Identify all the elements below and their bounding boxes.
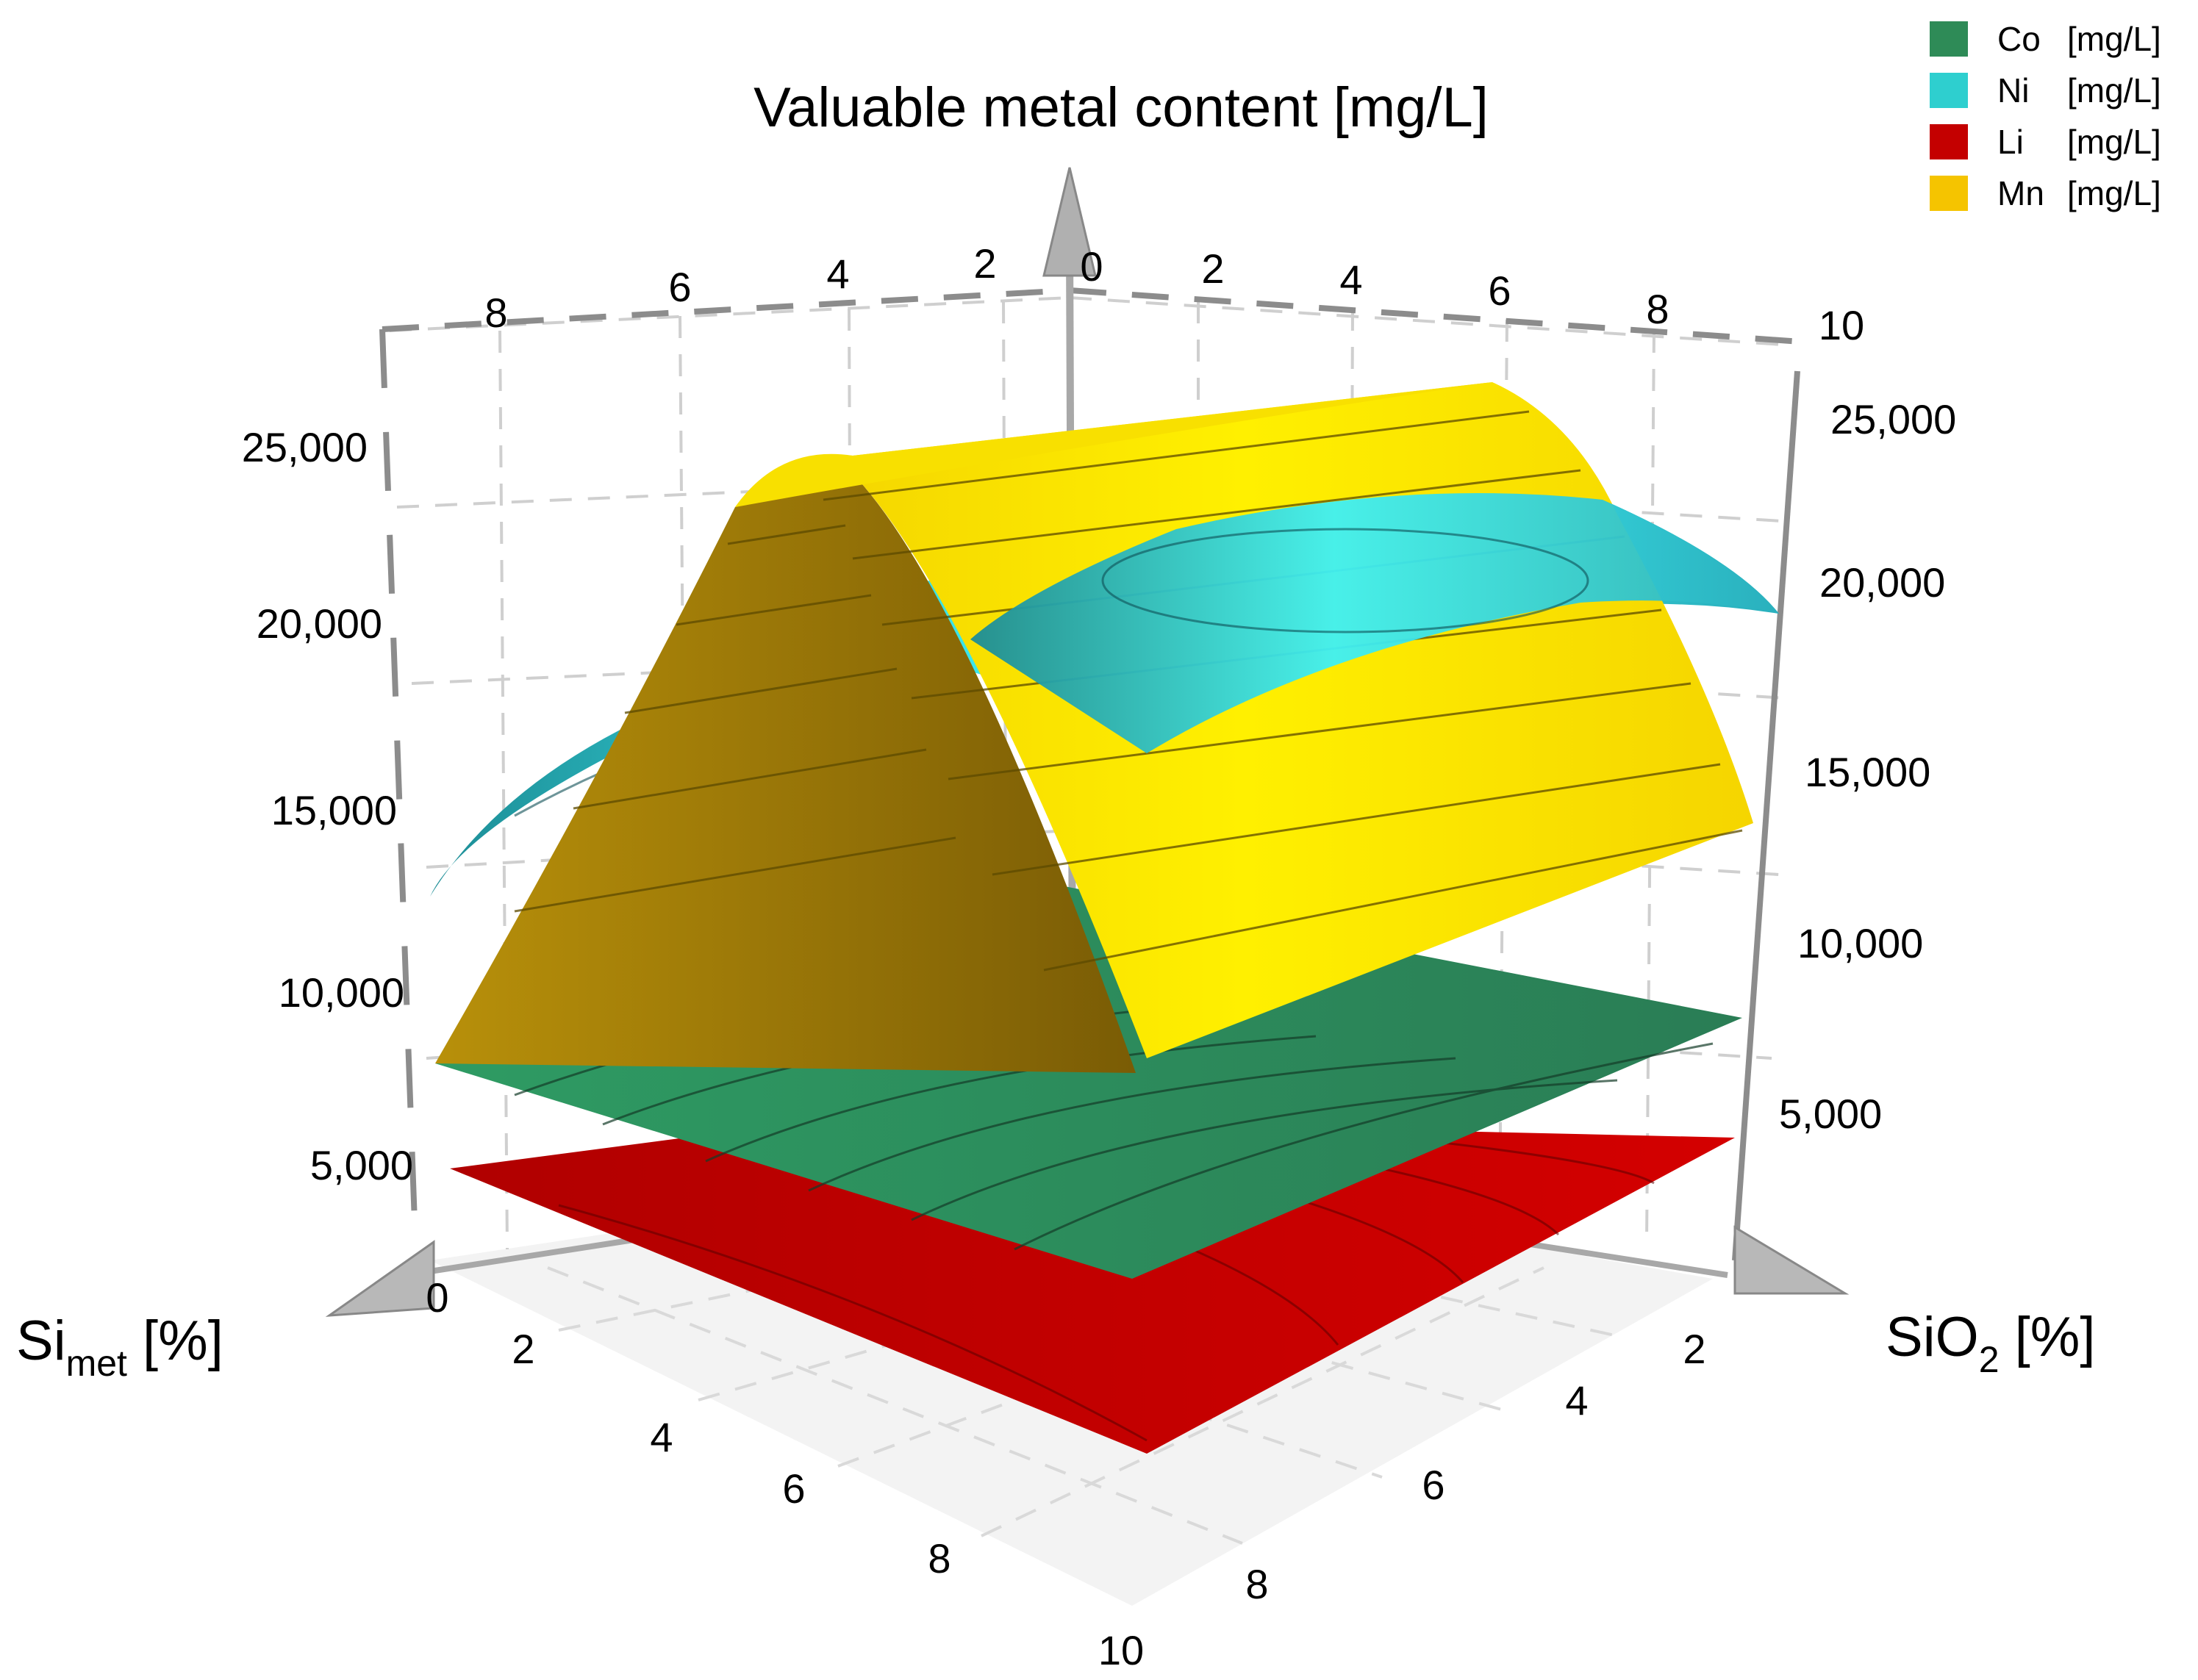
back-y-tick: 8 (1646, 286, 1669, 332)
legend-item-mn: Mn [mg/L] (1930, 168, 2161, 219)
legend-unit-ni: [mg/L] (2067, 71, 2161, 110)
z-tick-right: 10,000 (1797, 920, 1923, 966)
z-tick-left: 10,000 (279, 969, 404, 1016)
y-axis-label-unit: [%] (2000, 1306, 2096, 1368)
x-tick: 4 (650, 1414, 673, 1460)
z-tick-right: 5,000 (1779, 1091, 1882, 1137)
back-ticks: 8 6 4 2 0 2 4 6 8 10 (484, 240, 1864, 348)
x-axis-label-sub: met (66, 1343, 127, 1384)
z-tick-right: 25,000 (1830, 396, 1956, 442)
y-axis-label: SiO2 [%] (1886, 1306, 2095, 1380)
z-tick-left: 20,000 (257, 600, 382, 647)
x-tick: 0 (426, 1274, 448, 1321)
z-ticks-left: 25,000 20,000 15,000 10,000 5,000 (242, 424, 413, 1188)
y-tick: 4 (1565, 1377, 1588, 1424)
legend-item-ni: Ni [mg/L] (1930, 65, 2161, 116)
back-y-tick: 2 (1201, 245, 1224, 292)
legend-unit-co: [mg/L] (2067, 20, 2161, 58)
legend-item-li: Li [mg/L] (1930, 116, 2161, 168)
mn-surface (435, 382, 1779, 1073)
legend-label-li: Li (1997, 123, 2024, 161)
legend-label-ni: Ni (1997, 71, 2030, 110)
x-axis-label-main: Si (16, 1310, 66, 1372)
z-ticks-right: 25,000 20,000 15,000 10,000 5,000 (1779, 396, 1956, 1137)
back-y-tick: 6 (1488, 268, 1511, 314)
legend-unit-mn: [mg/L] (2067, 174, 2161, 212)
x-axis-label-unit: [%] (127, 1310, 223, 1372)
legend-label-mn: Mn (1997, 174, 2044, 212)
z-tick-left: 25,000 (242, 424, 368, 470)
legend-swatch-mn (1930, 176, 1968, 211)
y-tick: 8 (1245, 1561, 1268, 1607)
legend: Co [mg/L] Ni [mg/L] Li [mg/L] Mn [mg/L] (1930, 13, 2161, 219)
back-y-tick: 10 (1819, 302, 1864, 348)
z-tick-right: 20,000 (1819, 559, 1945, 606)
x-tick: 8 (928, 1535, 951, 1582)
z-tick-right: 15,000 (1805, 749, 1930, 795)
x-axis-label: Simet [%] (16, 1310, 223, 1384)
y-axis-label-sub: 2 (1979, 1339, 2000, 1380)
legend-swatch-ni (1930, 73, 1968, 108)
back-x-tick: 0 (1080, 243, 1103, 290)
x-tick: 2 (512, 1326, 534, 1372)
z-tick-left: 5,000 (310, 1142, 413, 1188)
back-x-tick: 4 (826, 251, 849, 297)
legend-item-co: Co [mg/L] (1930, 13, 2161, 65)
x-tick: 6 (782, 1465, 805, 1512)
back-x-tick: 6 (668, 264, 691, 310)
legend-label-co: Co (1997, 20, 2041, 58)
back-x-tick: 2 (973, 240, 996, 287)
top-frame (379, 287, 1802, 1261)
z-tick-left: 15,000 (271, 787, 397, 833)
back-y-tick: 4 (1339, 256, 1362, 303)
legend-swatch-li (1930, 124, 1968, 159)
chart-title: Valuable metal content [mg/L] (753, 76, 1489, 139)
x-tick: 10 (1098, 1627, 1144, 1673)
back-x-tick: 8 (484, 290, 507, 336)
x-ticks: 0 2 4 6 8 10 (426, 1274, 1144, 1673)
y-tick: 2 (1683, 1326, 1705, 1372)
y-axis-label-main: SiO (1886, 1306, 1979, 1368)
legend-swatch-co (1930, 21, 1968, 57)
y-ticks: 2 4 6 8 (1245, 1326, 1705, 1607)
legend-unit-li: [mg/L] (2067, 123, 2161, 161)
y-tick: 6 (1422, 1462, 1445, 1508)
